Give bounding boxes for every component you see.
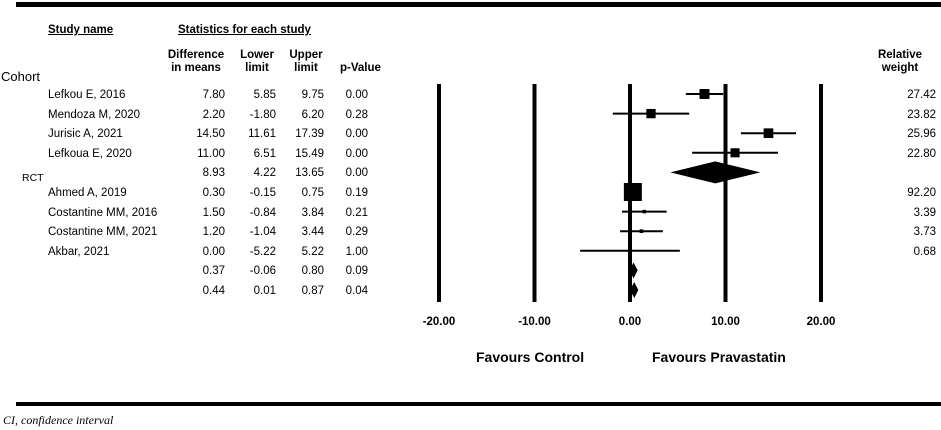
cell-diff: 7.80 (202, 89, 225, 101)
cell-diff: 0.37 (202, 265, 225, 278)
cell-diff: 14.50 (196, 128, 225, 141)
cell-weight: 0.68 (913, 245, 936, 258)
header-upper: Upper limit (284, 49, 328, 75)
cell-weight: 92.20 (907, 187, 936, 199)
cell-weight: 23.82 (907, 108, 936, 121)
cell-name: Mendoza M, 2020 (48, 108, 141, 121)
cell-p: 0.21 (345, 206, 368, 219)
cell-lower: -0.15 (249, 187, 276, 199)
cell-lower: 4.22 (253, 167, 276, 180)
effect-square (628, 249, 632, 253)
cell-upper: 15.49 (295, 147, 324, 160)
cell-p: 0.00 (345, 128, 368, 141)
header-weight-line2: weight (881, 62, 919, 74)
cell-name: Costantine MM, 2021 (48, 226, 158, 239)
summary-diamond (630, 282, 639, 298)
top-rule (16, 2, 941, 7)
header-weight: Relative weight (860, 49, 940, 75)
cell-lower: 0.01 (253, 285, 276, 297)
x-tick-label: 20.00 (807, 316, 836, 328)
cell-p: 0.28 (345, 108, 368, 121)
cell-diff: 8.93 (202, 167, 225, 180)
cell-upper: 6.20 (301, 108, 324, 121)
cell-weight: 22.80 (907, 147, 936, 160)
cell-p: 0.00 (345, 147, 368, 160)
summary-diamond (670, 161, 761, 184)
cell-diff: 1.50 (202, 206, 225, 219)
footnote: CI, confidence interval (3, 413, 114, 427)
summary-diamond (629, 262, 638, 279)
effect-square (623, 183, 642, 201)
cell-lower: -1.80 (249, 108, 276, 121)
header-upper-line2: limit (294, 62, 318, 74)
header-statistics: Statistics for each study (178, 24, 311, 36)
cell-diff: 0.30 (202, 187, 225, 199)
effect-square (642, 209, 647, 214)
cell-weight: 3.73 (913, 226, 936, 239)
cell-upper: 0.87 (301, 285, 324, 297)
header-study-name: Study name (48, 24, 114, 36)
effect-square (763, 128, 774, 139)
bottom-rule (16, 402, 941, 406)
cell-upper: 0.75 (301, 187, 324, 199)
cell-upper: 0.80 (301, 265, 324, 278)
cell-name: Ahmed A, 2019 (48, 187, 127, 199)
cell-lower: -0.06 (249, 265, 276, 278)
cell-weight: 25.96 (907, 128, 936, 141)
cell-upper: 3.44 (301, 226, 324, 239)
cell-name: Jurisic A, 2021 (48, 128, 123, 141)
header-weight-line1: Relative (877, 49, 923, 61)
cell-name: Lefkoua E, 2020 (48, 147, 132, 160)
x-tick-label: -10.00 (518, 316, 551, 328)
header-difference-line2: in means (171, 62, 221, 74)
cell-p: 1.00 (345, 245, 368, 258)
header-difference: Difference in means (160, 49, 232, 75)
cell-diff: 0.00 (202, 245, 225, 258)
cell-diff: 2.20 (202, 108, 225, 121)
cell-weight: 27.42 (907, 89, 936, 101)
effect-square (730, 148, 740, 158)
cell-p: 0.09 (345, 265, 368, 278)
header-pvalue: p-Value (340, 62, 381, 74)
cell-upper: 13.65 (295, 167, 324, 180)
cell-diff: 1.20 (202, 226, 225, 239)
cell-p: 0.00 (345, 89, 368, 101)
cell-upper: 5.22 (301, 245, 324, 258)
cell-upper: 9.75 (301, 89, 324, 101)
cell-name: Akbar, 2021 (48, 245, 110, 258)
header-lower-line2: limit (245, 62, 269, 74)
cell-lower: 11.61 (248, 128, 276, 141)
cell-lower: 5.85 (253, 89, 276, 101)
header-lower-line1: Lower (240, 49, 274, 61)
group-label-cohort: Cohort (1, 69, 41, 84)
favours-pravastatin-label: Favours Pravastatin (652, 349, 786, 365)
cell-lower: -0.84 (249, 206, 276, 219)
favours-control-label: Favours Control (476, 349, 585, 365)
cell-p: 0.19 (345, 187, 368, 199)
cell-p: 0.04 (345, 285, 368, 297)
cell-lower: -1.04 (249, 226, 276, 239)
cell-lower: 6.51 (253, 147, 276, 160)
effect-square (639, 229, 644, 234)
header-difference-line1: Difference (167, 49, 225, 61)
cell-lower: -5.22 (249, 245, 276, 258)
cell-diff: 11.00 (197, 147, 225, 160)
cell-p: 0.29 (345, 226, 368, 239)
x-tick-label: 0.00 (619, 316, 641, 328)
effect-square (646, 108, 656, 119)
header-upper-line1: Upper (289, 49, 323, 61)
x-tick-label: 10.00 (711, 316, 740, 328)
cell-name: Lefkou E, 2016 (48, 89, 126, 101)
cell-p: 0.00 (345, 167, 368, 180)
cell-name: Costantine MM, 2016 (48, 206, 158, 219)
group-label-rct: RCT (22, 172, 44, 184)
cell-upper: 3.84 (301, 206, 324, 219)
cell-weight: 3.39 (913, 206, 936, 219)
cell-diff: 0.44 (202, 285, 225, 297)
header-lower: Lower limit (235, 49, 279, 75)
x-tick-label: -20.00 (423, 316, 456, 328)
cell-upper: 17.39 (295, 128, 324, 141)
effect-square (699, 89, 710, 99)
